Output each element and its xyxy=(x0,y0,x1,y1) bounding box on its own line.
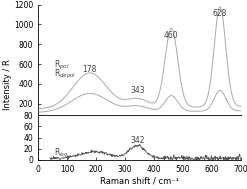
Text: R$_{pol}$: R$_{pol}$ xyxy=(54,58,70,72)
Text: R$_{depol}$: R$_{depol}$ xyxy=(54,68,76,81)
Text: R$_{iso}$: R$_{iso}$ xyxy=(54,147,69,159)
X-axis label: Raman shift / cm⁻¹: Raman shift / cm⁻¹ xyxy=(100,176,179,185)
Text: 460: 460 xyxy=(164,31,179,40)
Text: 343: 343 xyxy=(130,86,145,95)
Text: 628: 628 xyxy=(213,9,227,18)
Text: 342: 342 xyxy=(130,136,144,145)
Text: Intensity / R: Intensity / R xyxy=(3,60,12,110)
Text: 178: 178 xyxy=(82,65,97,74)
